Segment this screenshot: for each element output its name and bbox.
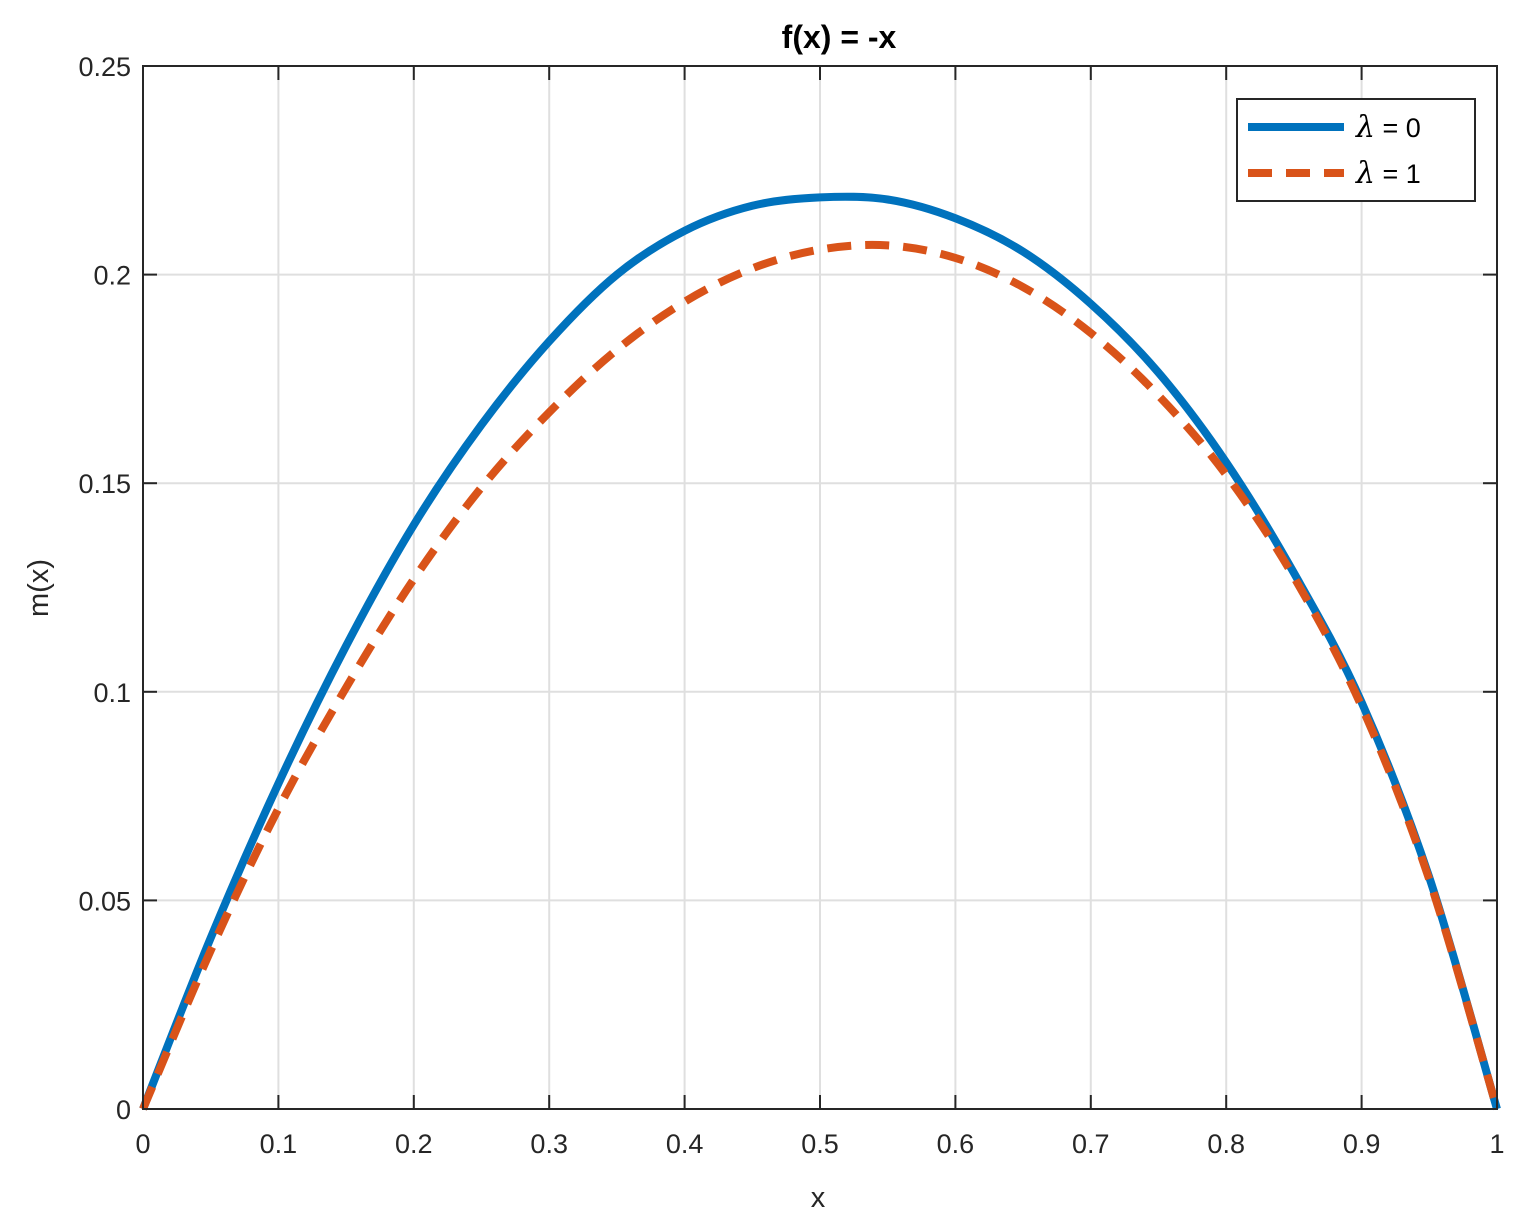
tick-marks [142, 65, 1498, 1110]
series-1-point [1090, 333, 1091, 334]
series-1-point [1023, 287, 1024, 288]
legend-label-series-0: λ = 0 [1355, 110, 1421, 145]
x-tick-labels: 0 0.1 0.2 0.3 0.4 0.5 0.6 0.7 0.8 0.9 1 [135, 1129, 1504, 1159]
x-tick-label: 0.5 [801, 1129, 839, 1159]
series-0-point [549, 341, 550, 342]
x-tick-label: 0.2 [395, 1129, 433, 1159]
y-tick-label: 0.1 [93, 678, 131, 708]
series-0-point [1023, 251, 1024, 252]
x-tick-label: 0.4 [666, 1129, 704, 1159]
series-1-point [210, 950, 211, 951]
x-tick-label: 0.3 [530, 1129, 568, 1159]
x-tick-label: 0.6 [937, 1129, 975, 1159]
series-1-point [820, 249, 821, 250]
y-tick-label: 0.15 [78, 469, 131, 499]
legend-box [1236, 98, 1476, 202]
series-1-point [752, 268, 753, 269]
series-line-1 [139, 240, 1501, 1111]
series-0-point [413, 524, 414, 525]
legend-label-series-1: λ = 1 [1355, 156, 1421, 191]
series-0-point [887, 199, 888, 200]
series-0-point [1361, 702, 1362, 703]
series-1-point [616, 349, 617, 350]
series-0-point [346, 645, 347, 646]
series-1-point [684, 301, 685, 302]
series-0-point [1158, 372, 1159, 373]
series-0-point [1090, 303, 1091, 304]
x-tick-label: 0.1 [260, 1129, 298, 1159]
series-1-point [481, 487, 482, 488]
series-1-point [1429, 879, 1430, 880]
series-1-point [1226, 474, 1227, 475]
series-1-point [346, 687, 347, 688]
x-tick-label: 0.7 [1072, 1129, 1110, 1159]
series-line-0 [139, 192, 1501, 1111]
series-0-point [684, 230, 685, 231]
series-1-point [955, 257, 956, 258]
y-tick-labels: 0 0.05 0.1 0.15 0.2 0.25 [78, 52, 131, 1125]
y-tick-label: 0 [116, 1095, 131, 1125]
y-tick-label: 0.25 [78, 52, 131, 82]
legend: λ = 0 λ = 1 [1236, 98, 1476, 202]
series-1-point [1361, 706, 1362, 707]
x-tick-label: 0 [135, 1129, 150, 1159]
series-0-point [1293, 572, 1294, 573]
series-1-point [887, 245, 888, 246]
x-tick-label: 0.8 [1207, 1129, 1245, 1159]
series-0-point [210, 937, 211, 938]
y-tick-label: 0.05 [78, 886, 131, 916]
series-0-point [278, 783, 279, 784]
series-0-point [481, 424, 482, 425]
series-layer [139, 192, 1501, 1111]
series-0-point [1226, 462, 1227, 463]
x-tick-label: 0.9 [1343, 1129, 1381, 1159]
series-1-point [413, 579, 414, 580]
x-axis-label: x [811, 1182, 826, 1214]
series-0-point [820, 197, 821, 198]
series-1-point [1293, 577, 1294, 578]
series-1-point [1158, 395, 1159, 396]
series-1-point [278, 808, 279, 809]
y-tick-label: 0.2 [93, 261, 131, 291]
chart-title: f(x) = -x [782, 19, 897, 55]
y-axis-label: m(x) [23, 559, 55, 617]
series-0-point [752, 205, 753, 206]
series-1-point [549, 412, 550, 413]
series-0-point [616, 274, 617, 275]
series-0-point [955, 218, 956, 219]
x-tick-label: 1 [1489, 1129, 1504, 1159]
